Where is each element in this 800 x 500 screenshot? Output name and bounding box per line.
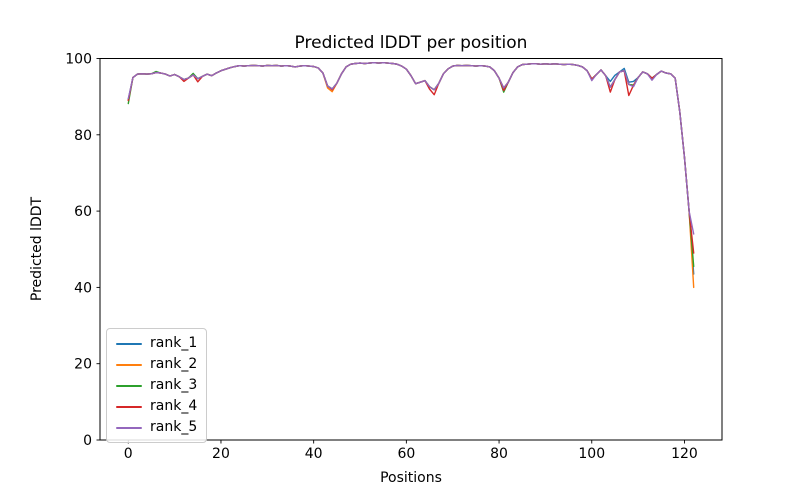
x-tick-label: 40 <box>305 446 323 462</box>
y-tick-label: 80 <box>74 128 92 144</box>
y-axis-label: Predicted lDDT <box>29 196 45 302</box>
legend-item-rank_4: rank_4 <box>116 398 197 415</box>
series-line-rank_1 <box>127 62 695 275</box>
y-tick-label: 40 <box>74 280 92 296</box>
legend-label: rank_4 <box>150 398 198 414</box>
x-tick-label: 80 <box>490 446 508 462</box>
legend-line-sample <box>116 363 142 366</box>
x-tick-label: 20 <box>212 446 230 462</box>
series-line-rank_3 <box>127 62 695 268</box>
legend-label: rank_2 <box>150 356 198 372</box>
legend-item-rank_5: rank_5 <box>116 419 197 436</box>
series-line-rank_4 <box>127 62 695 254</box>
x-tick-label: 100 <box>578 446 605 462</box>
legend-item-rank_3: rank_3 <box>116 377 197 394</box>
chart-title: Predicted lDDT per position <box>294 33 528 53</box>
x-tick-label: 60 <box>397 446 415 462</box>
y-tick-label: 60 <box>74 204 92 220</box>
series-line-rank_5 <box>127 62 695 235</box>
legend-line-sample <box>116 342 142 345</box>
legend-item-rank_2: rank_2 <box>116 356 197 373</box>
legend-line-sample <box>116 405 142 408</box>
y-tick-label: 20 <box>74 357 92 373</box>
series-line-rank_2 <box>127 62 695 289</box>
x-tick-label: 120 <box>671 446 698 462</box>
plot-frame <box>99 58 723 441</box>
legend-item-rank_1: rank_1 <box>116 335 197 352</box>
legend-label: rank_3 <box>150 377 198 393</box>
legend-label: rank_5 <box>150 419 198 435</box>
x-tick-label: 0 <box>124 446 133 462</box>
legend: rank_1 rank_2 rank_3 rank_4 rank_5 <box>106 328 208 443</box>
x-axis-label: Positions <box>380 470 442 486</box>
legend-line-sample <box>116 426 142 429</box>
y-tick-label: 0 <box>83 433 92 449</box>
legend-label: rank_1 <box>150 335 198 351</box>
y-tick-label: 100 <box>65 52 92 68</box>
legend-line-sample <box>116 384 142 387</box>
